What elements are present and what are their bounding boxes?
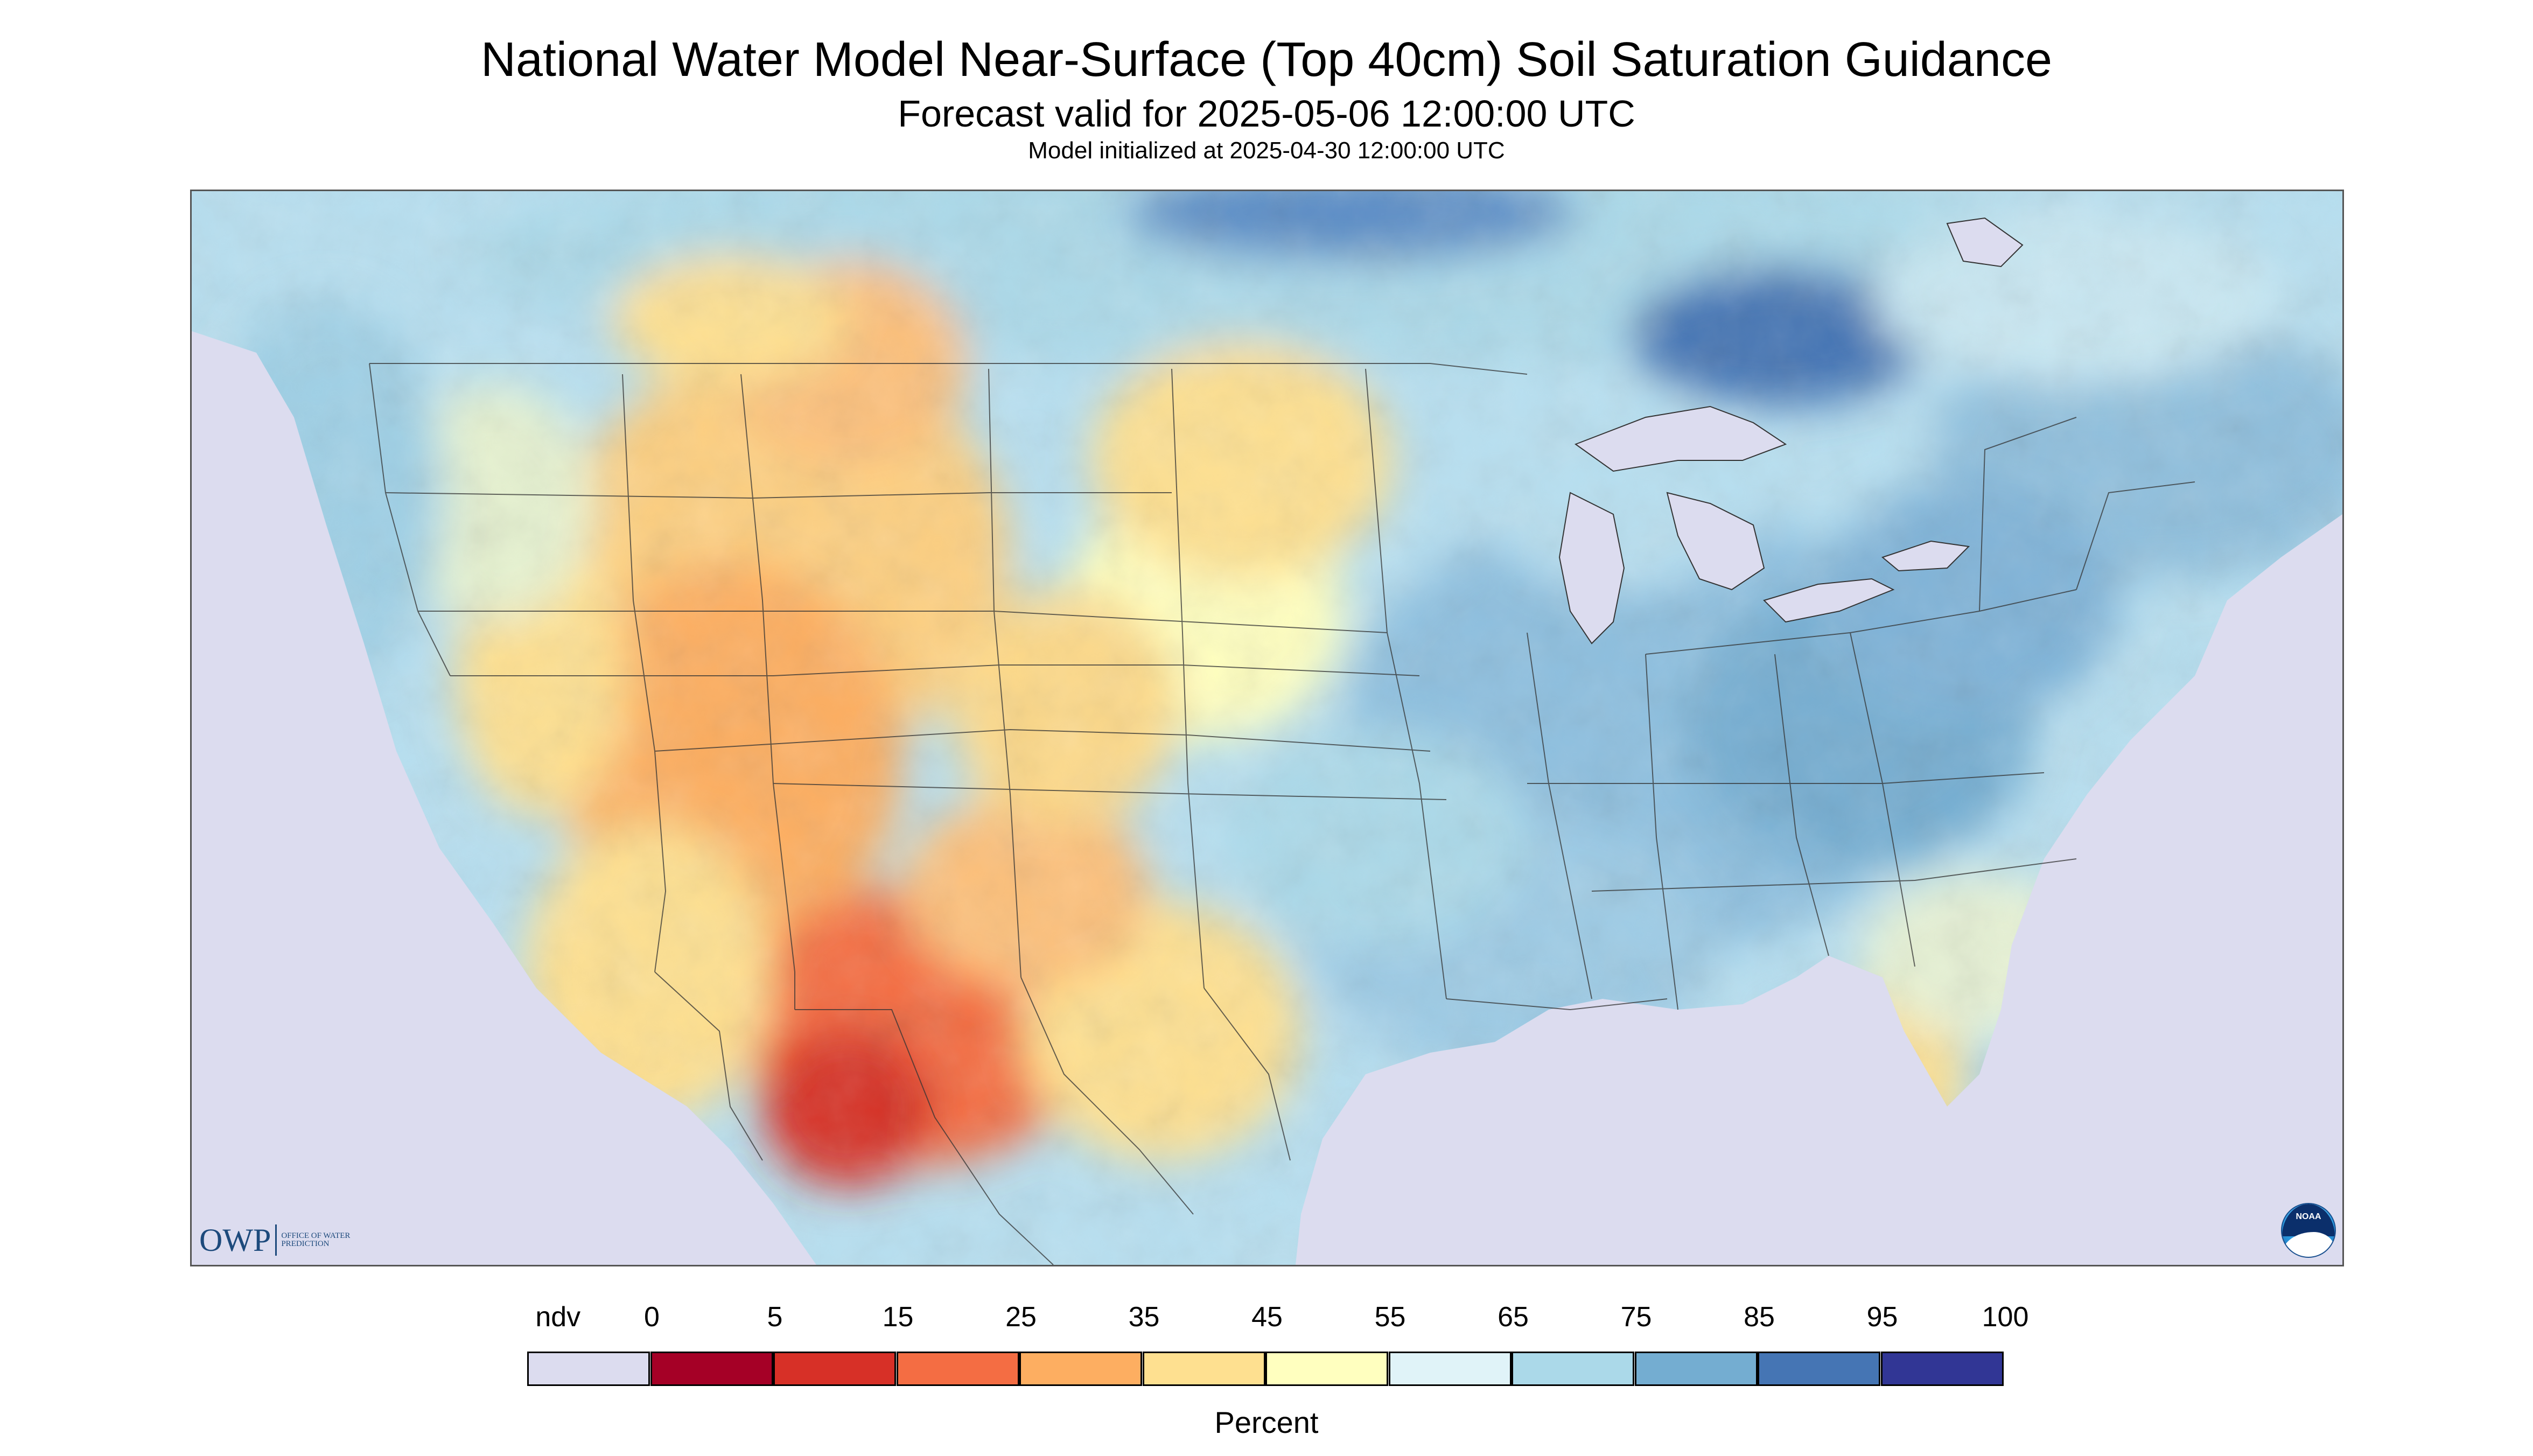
legend-tick-label-12: 100 xyxy=(1982,1301,2029,1333)
owp-logo-divider xyxy=(275,1224,277,1256)
owp-logo-subtext: OFFICE OF WATER PREDICTION xyxy=(281,1231,351,1248)
map-panel xyxy=(190,190,2344,1266)
legend-tick-label-10: 85 xyxy=(1744,1301,1775,1333)
map-title: National Water Model Near-Surface (Top 4… xyxy=(480,33,2052,87)
legend-swatch-6 xyxy=(1265,1352,1388,1386)
owp-logo: OWP OFFICE OF WATER PREDICTION xyxy=(199,1223,362,1257)
legend-tick-label-0: ndv xyxy=(535,1301,581,1333)
legend-swatch-5 xyxy=(1142,1352,1265,1386)
legend-tick-label-4: 25 xyxy=(1005,1301,1037,1333)
legend-tick-label-8: 65 xyxy=(1498,1301,1529,1333)
legend-swatch-4 xyxy=(1019,1352,1142,1386)
legend-swatch-10 xyxy=(1758,1352,1880,1386)
legend-swatch-11 xyxy=(1880,1352,2004,1386)
legend-swatch-1 xyxy=(650,1352,773,1386)
legend-swatch-3 xyxy=(896,1352,1019,1386)
legend-swatch-8 xyxy=(1512,1352,1634,1386)
legend-tick-label-7: 55 xyxy=(1374,1301,1406,1333)
legend-swatch-2 xyxy=(773,1352,896,1386)
legend-swatch-9 xyxy=(1634,1352,1758,1386)
owp-logo-text: OWP xyxy=(199,1222,271,1258)
legend-tick-label-11: 95 xyxy=(1866,1301,1898,1333)
noaa-logo-text: NOAA xyxy=(2296,1212,2321,1221)
great-lakes xyxy=(1558,217,2024,645)
legend-unit-label: Percent xyxy=(1214,1405,1319,1439)
noaa-logo: NOAA xyxy=(2281,1203,2336,1258)
legend-tick-label-1: 0 xyxy=(644,1301,660,1333)
state-borders xyxy=(369,363,2195,1265)
legend-tick-label-5: 35 xyxy=(1128,1301,1160,1333)
legend-tick-label-3: 15 xyxy=(882,1301,914,1333)
model-init-line: Model initialized at 2025-04-30 12:00:00… xyxy=(1028,137,1505,164)
legend-tick-label-2: 5 xyxy=(767,1301,783,1333)
legend-tick-label-6: 45 xyxy=(1251,1301,1283,1333)
soil-saturation-map xyxy=(192,191,2342,1265)
legend-swatch-7 xyxy=(1388,1352,1512,1386)
legend-tick-label-9: 75 xyxy=(1620,1301,1652,1333)
legend-swatch-0 xyxy=(527,1352,650,1386)
forecast-valid-subtitle: Forecast valid for 2025-05-06 12:00:00 U… xyxy=(898,93,1635,135)
